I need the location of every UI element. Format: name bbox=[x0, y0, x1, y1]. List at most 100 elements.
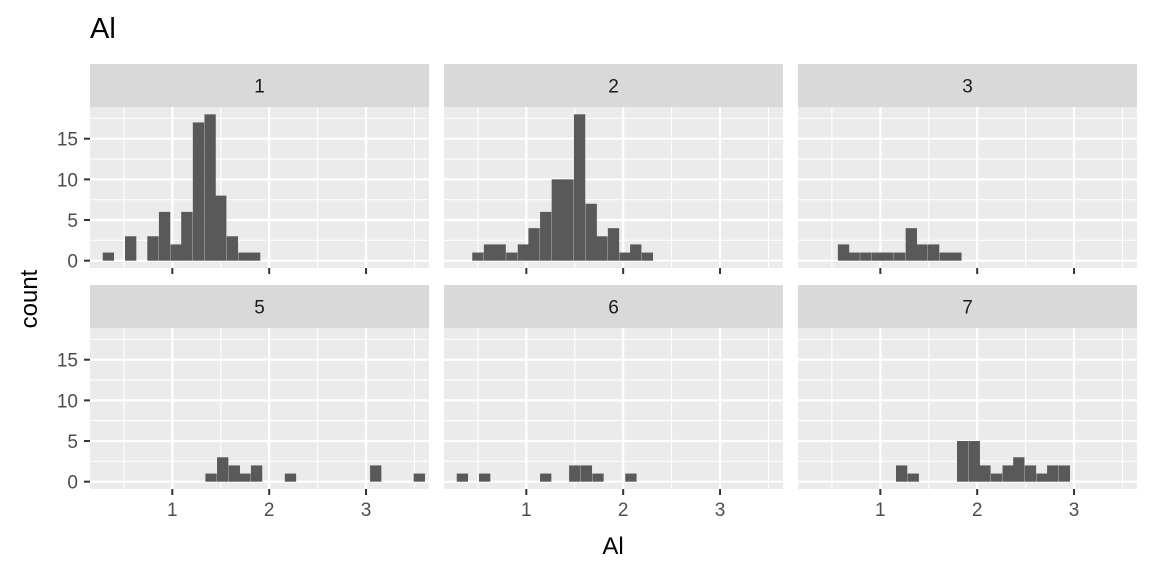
x-tick-label: 3 bbox=[715, 500, 726, 521]
histogram-bar bbox=[238, 252, 250, 261]
histogram-bar bbox=[1047, 465, 1059, 482]
histogram-bar bbox=[916, 244, 928, 261]
histogram-bar bbox=[837, 244, 850, 261]
histogram-bar bbox=[551, 179, 563, 261]
histogram-bar bbox=[882, 252, 894, 261]
histogram-bar bbox=[630, 244, 642, 261]
facet-background bbox=[90, 328, 429, 489]
facet-panel-7: 7 1 2 3 bbox=[798, 285, 1137, 521]
facet-background bbox=[444, 328, 783, 489]
facet-strip-label: 3 bbox=[962, 77, 973, 98]
x-tick-label: 1 bbox=[167, 500, 178, 521]
histogram-bar bbox=[239, 473, 251, 482]
histogram-bar bbox=[1036, 473, 1048, 482]
histogram-bar bbox=[228, 465, 240, 482]
histogram-bar bbox=[284, 473, 297, 482]
histogram-bar bbox=[927, 244, 940, 261]
histogram-bar bbox=[205, 473, 217, 482]
facet-background bbox=[798, 107, 1137, 268]
histogram-bar bbox=[979, 465, 991, 482]
facet-panel-3: 3 bbox=[798, 64, 1137, 274]
histogram-bar bbox=[950, 252, 962, 261]
facet-strip bbox=[798, 64, 1137, 107]
histogram-bar bbox=[215, 195, 227, 261]
histogram-bar bbox=[249, 252, 261, 261]
x-tick-label: 2 bbox=[972, 500, 983, 521]
facet-strip-label: 5 bbox=[254, 298, 265, 319]
facet-strip bbox=[90, 285, 429, 328]
histogram-bar bbox=[494, 244, 506, 261]
histogram-bar bbox=[192, 122, 205, 261]
histogram-bar bbox=[483, 244, 496, 261]
histogram-bar bbox=[456, 473, 469, 482]
facet-panel-6: 6 1 2 3 bbox=[444, 285, 783, 521]
histogram-bar bbox=[596, 236, 608, 261]
histogram-bar bbox=[226, 236, 239, 261]
histogram-bar bbox=[569, 465, 581, 482]
histogram-bar bbox=[158, 211, 171, 261]
histogram-bar bbox=[990, 473, 1003, 482]
histogram-bar bbox=[848, 252, 860, 261]
facet-panel-2: 2 bbox=[444, 64, 783, 274]
histogram-bar bbox=[102, 252, 115, 261]
histogram-bar bbox=[894, 252, 906, 261]
facet-background bbox=[90, 107, 429, 268]
facet-strip-label: 1 bbox=[254, 77, 265, 98]
x-tick-label: 1 bbox=[875, 500, 886, 521]
histogram-bar bbox=[506, 252, 518, 261]
histogram-bar bbox=[540, 473, 552, 482]
y-tick-label: 0 bbox=[67, 252, 78, 273]
facet-strip bbox=[798, 285, 1137, 328]
histogram-bar bbox=[181, 211, 193, 261]
histogram-bar bbox=[204, 114, 216, 261]
x-axis-title: Al bbox=[602, 533, 623, 560]
facet-strip bbox=[444, 285, 783, 328]
histogram-bar bbox=[562, 179, 574, 261]
facet-strip-label: 6 bbox=[608, 298, 619, 319]
histogram-bar bbox=[580, 465, 593, 482]
facet-strip-label: 7 bbox=[962, 298, 973, 319]
histogram-bar bbox=[939, 252, 951, 261]
x-tick-label: 2 bbox=[264, 500, 275, 521]
histogram-bar bbox=[641, 252, 654, 261]
y-tick-label: 5 bbox=[67, 211, 78, 232]
x-tick-label: 1 bbox=[521, 500, 532, 521]
histogram-bar bbox=[125, 236, 137, 261]
facet-panel-5: 5 0 5 10 15 1 2 3 bbox=[57, 285, 429, 521]
histogram-bar bbox=[905, 228, 917, 261]
histogram-bar bbox=[625, 473, 637, 482]
y-tick-label: 5 bbox=[67, 432, 78, 453]
histogram-bar bbox=[479, 473, 491, 482]
histogram-bar bbox=[895, 465, 908, 482]
plot-title: Al bbox=[90, 13, 116, 45]
histogram-bar bbox=[968, 441, 980, 482]
facet-strip bbox=[444, 64, 783, 107]
x-tick-label: 3 bbox=[361, 500, 372, 521]
histogram-bar bbox=[472, 252, 484, 261]
histogram-bar bbox=[957, 441, 969, 482]
facet-strip bbox=[90, 64, 429, 107]
y-tick-label: 15 bbox=[57, 130, 78, 151]
histogram-bar bbox=[217, 457, 229, 482]
histogram-bar bbox=[592, 473, 604, 482]
histogram-bar bbox=[147, 236, 159, 261]
facet-strip-label: 2 bbox=[608, 77, 619, 98]
histogram-bar bbox=[585, 203, 597, 261]
histogram-bar bbox=[528, 228, 540, 261]
histogram-bar bbox=[907, 473, 919, 482]
histogram-bar bbox=[170, 244, 182, 261]
histogram-bar bbox=[1024, 465, 1037, 482]
y-axis-title: count bbox=[16, 269, 43, 328]
histogram-bar bbox=[1058, 465, 1071, 482]
histogram-bar bbox=[250, 465, 263, 482]
x-tick-label: 3 bbox=[1069, 500, 1080, 521]
histogram-bar bbox=[370, 465, 382, 482]
histogram-bar bbox=[540, 211, 552, 261]
histogram-bar bbox=[573, 114, 586, 261]
histogram-bar bbox=[1013, 457, 1025, 482]
histogram-bar bbox=[413, 473, 425, 482]
y-tick-label: 10 bbox=[57, 170, 78, 191]
histogram-bar bbox=[607, 228, 620, 261]
